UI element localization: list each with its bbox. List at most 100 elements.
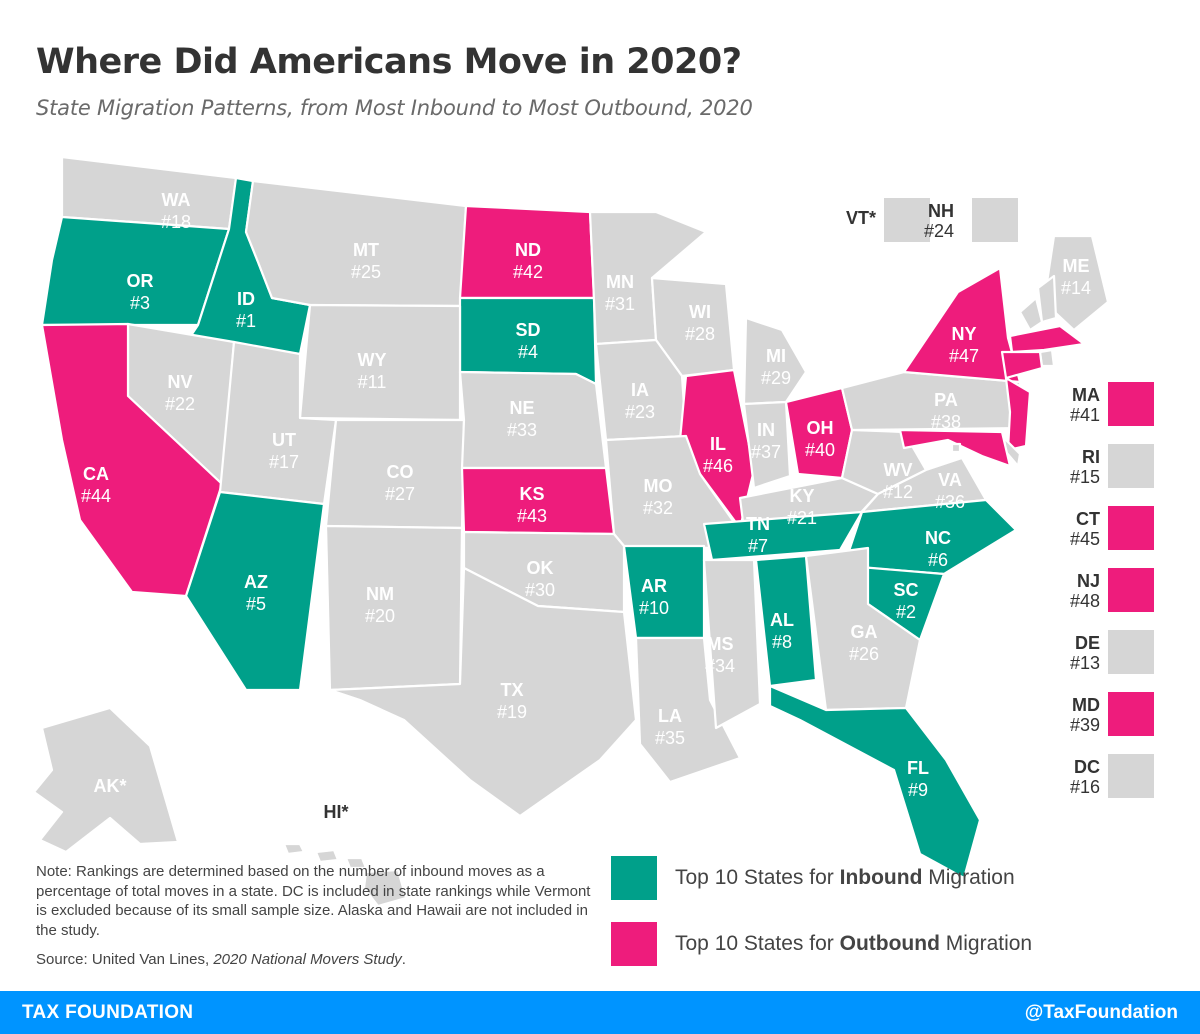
state-mn-rank: #31 xyxy=(605,294,635,314)
legend-outbound-label: Top 10 States for Outbound Migration xyxy=(675,932,1033,955)
state-nd-rank: #42 xyxy=(513,262,543,282)
state-ar-code: AR xyxy=(641,576,667,596)
inset-dc-code: DC xyxy=(1074,757,1100,777)
state-me-rank: #14 xyxy=(1061,278,1091,298)
state-ma xyxy=(1008,324,1086,354)
state-ut-rank: #17 xyxy=(269,452,299,472)
state-ms-code: MS xyxy=(707,634,734,654)
state-wy-rank: #11 xyxy=(358,372,387,392)
state-sc-rank: #2 xyxy=(896,602,916,622)
state-ia-code: IA xyxy=(631,380,649,400)
state-nj xyxy=(1004,376,1032,452)
state-wa-rank: #18 xyxy=(161,212,191,232)
state-ia-rank: #23 xyxy=(625,402,655,422)
chart-subtitle: State Migration Patterns, from Most Inbo… xyxy=(36,96,753,120)
state-in-rank: #37 xyxy=(751,442,781,462)
state-me-code: ME xyxy=(1063,256,1090,276)
inset-vt: VT* xyxy=(812,198,930,242)
state-in xyxy=(742,400,792,490)
state-mo-rank: #32 xyxy=(643,498,673,518)
state-ks-rank: #43 xyxy=(517,506,547,526)
state-va xyxy=(860,456,988,514)
state-mi-code: MI xyxy=(766,346,786,366)
state-ak xyxy=(32,706,180,854)
footer-brand: TAX FOUNDATION xyxy=(22,1002,194,1023)
state-pa-code: PA xyxy=(934,390,958,410)
inset-dc: DC #16 xyxy=(1036,754,1154,798)
state-ut-code: UT xyxy=(272,430,296,450)
inset-nj-code: NJ xyxy=(1076,571,1100,591)
inset-md-code: MD xyxy=(1072,695,1100,715)
state-wi-code: WI xyxy=(689,302,711,322)
legend-outbound-swatch xyxy=(611,922,657,966)
inset-ma-box xyxy=(1108,382,1154,426)
state-nh xyxy=(1036,274,1058,324)
state-fl-rank: #9 xyxy=(908,780,928,800)
inset-nj: NJ #48 xyxy=(1036,568,1154,612)
inset-nh-box xyxy=(972,198,1018,242)
state-la-code: LA xyxy=(658,706,682,726)
state-tn-rank: #7 xyxy=(748,536,768,556)
state-il-rank: #46 xyxy=(703,456,733,476)
state-tx-code: TX xyxy=(500,680,523,700)
state-ny-code: NY xyxy=(951,324,976,344)
state-mo-code: MO xyxy=(644,476,673,496)
state-tx-rank: #19 xyxy=(497,702,527,722)
state-wa-code: WA xyxy=(162,190,191,210)
inset-ct: CT #45 xyxy=(1036,506,1154,550)
state-tn xyxy=(702,510,864,562)
state-sc-code: SC xyxy=(893,580,918,600)
state-al-rank: #8 xyxy=(772,632,792,652)
state-az-code: AZ xyxy=(244,572,268,592)
state-ne-rank: #33 xyxy=(507,420,537,440)
state-il-code: IL xyxy=(710,434,726,454)
source-title: 2020 National Movers Study xyxy=(213,951,402,968)
state-nm-code: NM xyxy=(366,584,394,604)
state-or-code: OR xyxy=(127,271,154,291)
state-ct xyxy=(1000,350,1044,380)
inset-nh: NH #24 xyxy=(900,198,1018,242)
inset-ri-box xyxy=(1108,444,1154,488)
state-ca-code: CA xyxy=(83,464,109,484)
inset-md-box xyxy=(1108,692,1154,736)
state-ar-rank: #10 xyxy=(639,598,669,618)
state-nc-code: NC xyxy=(925,528,951,548)
inset-de-box xyxy=(1108,630,1154,674)
inset-ri: RI #15 xyxy=(1036,444,1154,488)
state-ky-rank: #21 xyxy=(787,508,817,528)
legend-inbound-label: Top 10 States for Inbound Migration xyxy=(675,866,1015,889)
source-prefix: Source: United Van Lines, xyxy=(36,951,214,968)
inset-de-rank: #13 xyxy=(1069,653,1100,673)
state-id-rank: #1 xyxy=(236,311,256,331)
state-ne-code: NE xyxy=(509,398,534,418)
state-wy-code: WY xyxy=(358,350,387,370)
footer-bar: TAX FOUNDATION @TaxFoundation xyxy=(0,991,1200,1034)
legend-inbound-swatch xyxy=(611,856,657,900)
state-fl xyxy=(768,684,982,880)
state-sd xyxy=(458,296,598,386)
state-ca-rank: #44 xyxy=(81,486,111,506)
inset-ri-code: RI xyxy=(1082,447,1100,467)
chart-title: Where Did Americans Move in 2020? xyxy=(36,42,742,82)
inset-ct-code: CT xyxy=(1076,509,1100,529)
state-az xyxy=(184,490,326,692)
state-va-code: VA xyxy=(938,470,962,490)
state-ak-code: AK* xyxy=(93,776,126,796)
state-pa-rank: #38 xyxy=(931,412,961,432)
state-tx xyxy=(328,566,638,818)
state-nv-rank: #22 xyxy=(165,394,195,414)
state-mn-code: MN xyxy=(606,272,634,292)
state-co-code: CO xyxy=(387,462,414,482)
state-va-rank: #36 xyxy=(935,492,965,512)
state-mt-code: MT xyxy=(353,240,379,260)
state-ny-rank: #47 xyxy=(949,346,979,366)
state-az-rank: #5 xyxy=(246,594,266,614)
state-la xyxy=(634,636,742,784)
state-tn-code: TN xyxy=(746,514,770,534)
state-hi-code: HI* xyxy=(323,802,348,822)
state-oh-code: OH xyxy=(807,418,834,438)
note-text: Note: Rankings are determined based on t… xyxy=(36,863,591,939)
state-id-code: ID xyxy=(237,289,255,309)
inset-de-code: DE xyxy=(1074,633,1100,653)
state-co-rank: #27 xyxy=(385,484,415,504)
